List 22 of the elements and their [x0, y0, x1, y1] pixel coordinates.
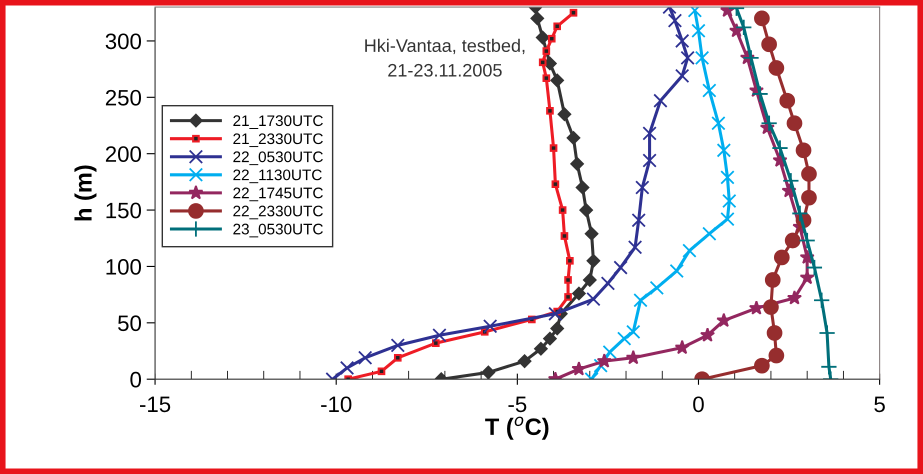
x-tick-label: 5 [874, 396, 885, 412]
legend-label: 21_2330UTC [233, 133, 323, 148]
y-tick-label: 300 [106, 33, 142, 50]
legend-label: 22_0530UTC [233, 151, 323, 166]
legend-label: 21_1730UTC [233, 115, 323, 129]
y-tick-label: 250 [106, 90, 142, 106]
y-tick-label: 100 [106, 258, 142, 275]
legend-label: 22_1130UTC [233, 169, 322, 184]
x-tick-label: -5 [508, 396, 526, 412]
annotation: Hki-Vantaa, testbed, 21-23.11.2005 [365, 38, 524, 77]
legend-label: 23_0530UTC [233, 224, 323, 238]
legend-label: 22_1745UTC [233, 188, 323, 202]
x-tick-label: 0 [693, 396, 704, 412]
x-tick-label: -15 [140, 396, 170, 412]
y-tick-label: 0 [130, 372, 141, 388]
y-axis-title: h (m) [74, 165, 96, 220]
y-tick-label: 150 [106, 202, 142, 218]
x-axis-title: T ($^{o}$C) [485, 416, 548, 440]
y-tick-label: 200 [106, 146, 142, 162]
legend-label: 22_2330UTC [233, 206, 323, 220]
y-tick-label: 50 [118, 315, 142, 332]
x-tick-label: -10 [321, 396, 352, 412]
